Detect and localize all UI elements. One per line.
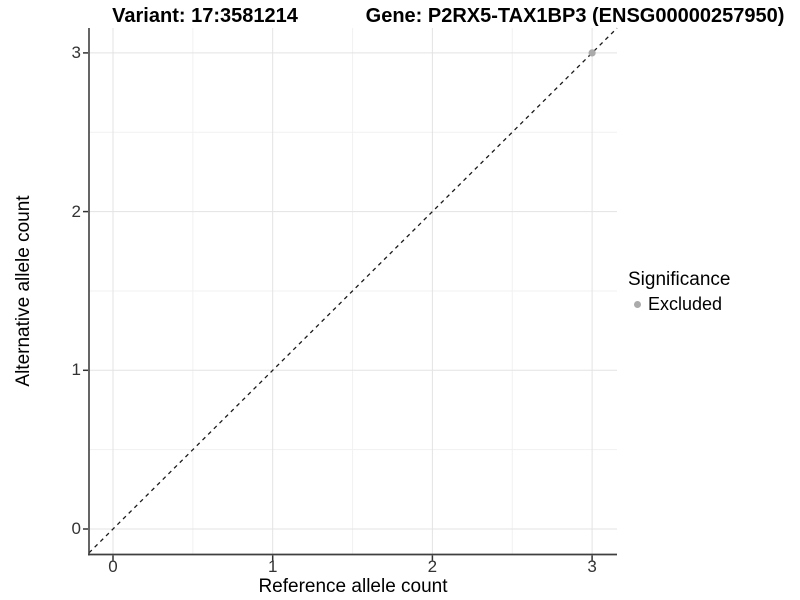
legend-item-excluded: Excluded — [628, 294, 730, 314]
legend: Significance Excluded — [628, 269, 730, 314]
x-tick-label: 0 — [108, 557, 118, 576]
y-tick-label: 1 — [71, 360, 81, 380]
x-axis-title: Reference allele count — [258, 576, 448, 597]
gene-title: Gene: P2RX5-TAX1BP3 (ENSG00000257950) — [365, 5, 785, 27]
legend-item-label: Excluded — [648, 294, 723, 314]
x-tick-label: 3 — [587, 557, 597, 576]
y-tick-label: 0 — [71, 519, 81, 538]
x-tick-label: 2 — [427, 557, 438, 576]
y-tick-label: 2 — [71, 201, 81, 221]
x-tick-label: 1 — [267, 557, 278, 576]
y-tick-label: 3 — [71, 42, 81, 62]
excluded-point-icon — [634, 300, 641, 308]
variant-title: Variant: 17:3581214 — [112, 5, 298, 27]
legend-title: Significance — [628, 269, 731, 290]
y-axis-title: Alternative allele count — [13, 195, 34, 387]
data-point — [588, 49, 596, 57]
